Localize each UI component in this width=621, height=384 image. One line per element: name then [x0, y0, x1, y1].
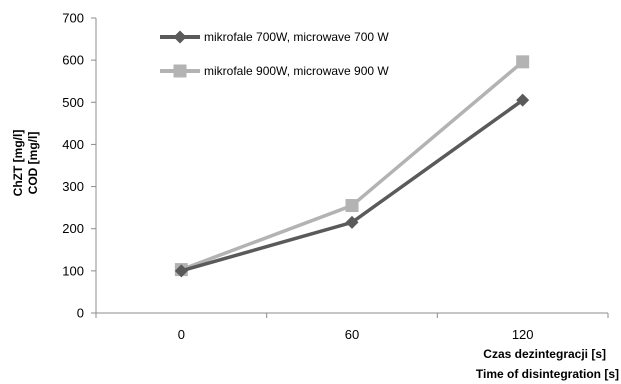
y-tick-label: 0 [77, 306, 84, 321]
y-tick-label: 200 [62, 221, 84, 236]
y-axis-label-polish: ChZT [mg/l] [11, 130, 25, 197]
x-axis-label-english: Time of disintegration [s] [476, 367, 619, 381]
series-layer [174, 55, 530, 278]
y-axis-label-english: COD [mg/l] [26, 132, 40, 195]
series-line [180, 98, 524, 273]
axes [91, 17, 609, 318]
x-axis-label-polish: Czas dezintegracji [s] [483, 347, 606, 361]
x-tick-label: 0 [178, 327, 185, 342]
data-point [516, 55, 530, 69]
series-1 [174, 55, 530, 277]
series-line [180, 60, 524, 272]
y-tick-label: 300 [62, 179, 84, 194]
legend: mikrofale 700W, microwave 700 W mikrofal… [160, 30, 389, 78]
legend-marker [173, 30, 187, 44]
legend-label-700w: mikrofale 700W, microwave 700 W [204, 30, 389, 44]
legend-entry-900w: mikrofale 900W, microwave 900 W [160, 64, 389, 78]
x-tick-labels: 0 60 120 [178, 327, 534, 342]
x-tick-label: 120 [512, 327, 534, 342]
y-tick-label: 600 [62, 53, 84, 68]
legend-label-900w: mikrofale 900W, microwave 900 W [204, 64, 389, 78]
legend-marker [173, 64, 187, 78]
data-point [516, 93, 530, 107]
y-tick-labels: 0 100 200 300 400 500 600 700 [62, 11, 84, 321]
data-point [174, 264, 188, 278]
data-point [345, 215, 359, 229]
legend-entry-700w: mikrofale 700W, microwave 700 W [160, 30, 389, 44]
data-point [345, 199, 359, 213]
y-tick-label: 400 [62, 137, 84, 152]
series-0 [174, 93, 530, 278]
y-tick-label: 500 [62, 95, 84, 110]
y-tick-label: 100 [62, 263, 84, 278]
y-tick-label: 700 [62, 11, 84, 26]
x-tick-label: 60 [345, 327, 359, 342]
